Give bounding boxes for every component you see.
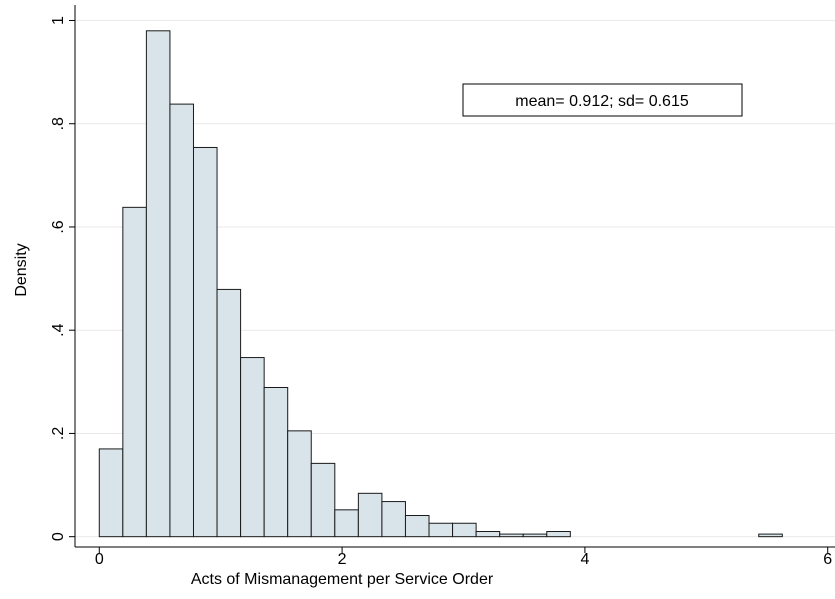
bar xyxy=(145,30,171,538)
y-tick-label: .6 xyxy=(50,220,67,233)
y-tick-label: 1 xyxy=(50,16,67,25)
bar xyxy=(169,103,194,538)
bar xyxy=(357,492,383,538)
annotation-box xyxy=(462,83,743,117)
bar xyxy=(522,533,548,538)
y-tick-label: 0 xyxy=(50,532,67,541)
bar xyxy=(546,531,571,538)
bar xyxy=(452,522,477,538)
bar xyxy=(216,288,242,538)
annotation: mean= 0.912; sd= 0.615 xyxy=(515,93,689,110)
bar xyxy=(310,462,336,538)
x-tick-label: 4 xyxy=(580,551,589,568)
bar xyxy=(381,501,406,538)
y-tick-label: .8 xyxy=(50,117,67,130)
bar xyxy=(404,515,430,538)
bar xyxy=(240,357,265,538)
y-axis-label: Density xyxy=(13,243,30,296)
bar xyxy=(334,509,359,538)
bar xyxy=(428,522,454,538)
x-tick-label: 2 xyxy=(338,551,347,568)
y-tick-label: .2 xyxy=(50,427,67,440)
y-tick-label: .4 xyxy=(50,323,67,336)
bar xyxy=(122,206,147,538)
bar xyxy=(192,146,218,538)
bar xyxy=(287,430,312,538)
x-tick-label: 0 xyxy=(95,551,104,568)
bar xyxy=(263,386,289,538)
bar xyxy=(98,448,124,538)
bar xyxy=(758,533,783,538)
bar xyxy=(475,531,501,538)
x-tick-label: 6 xyxy=(823,551,832,568)
bar xyxy=(499,533,524,538)
x-axis-label: Acts of Mismanagement per Service Order xyxy=(191,571,494,588)
